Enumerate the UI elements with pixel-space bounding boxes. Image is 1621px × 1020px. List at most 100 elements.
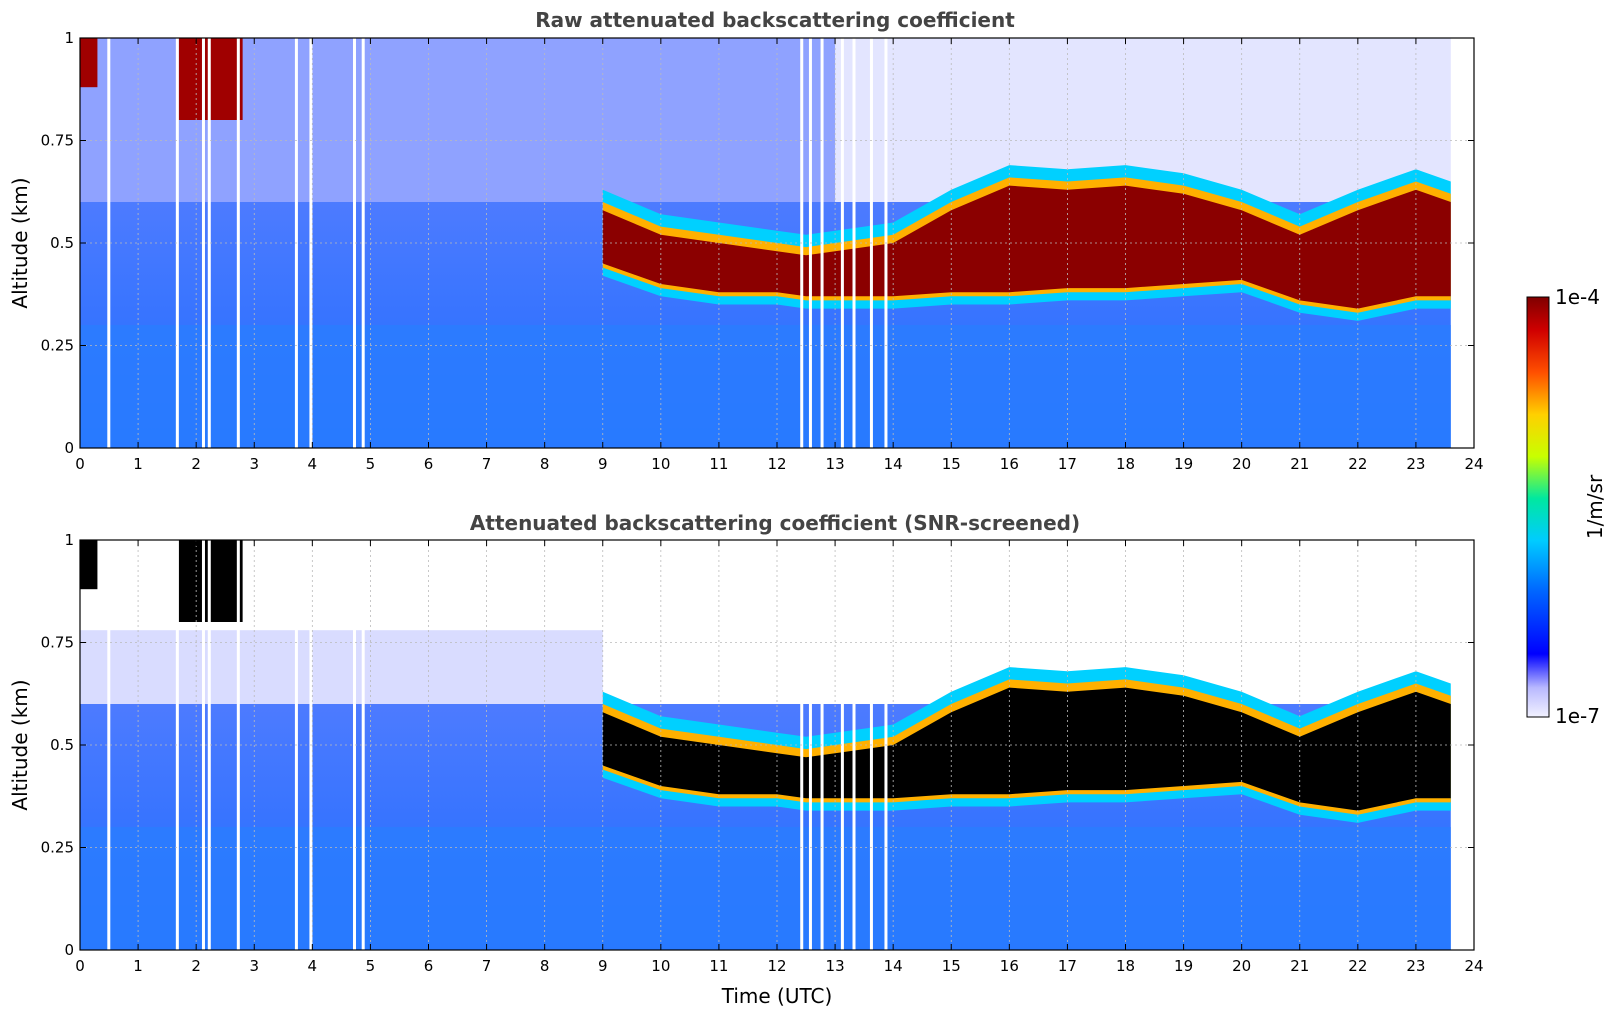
x-tick-label: 12 [767,455,786,473]
x-tick-label: 11 [709,957,728,975]
data-gap-4 [236,38,240,448]
cloud-core [602,185,1451,309]
screened-noise-region [80,630,603,704]
x-tick-label: 15 [942,957,961,975]
x-tick-label: 22 [1348,455,1367,473]
x-tick-label: 20 [1232,455,1251,473]
data-gap-12 [840,38,844,448]
boundary-layer-band [80,325,1451,448]
data-gap-7 [352,38,356,448]
panel-raw-x-ticks: 0 1 2 3 4 5 6 7 8 9 10 11 12 13 14 15 16 17 18 19 20 21 22 23 24 [75,38,1484,473]
x-tick-label: 11 [709,455,728,473]
x-tick-label: 8 [540,957,550,975]
x-tick-label: 16 [1000,455,1019,473]
y-tick-label: 0.75 [41,132,74,150]
data-gap-7 [352,540,356,950]
panel-screened-grid [80,540,1474,950]
x-tick-label: 24 [1464,957,1483,975]
x-tick-label: 5 [366,455,376,473]
upper-cloud-patch-0 [80,540,98,590]
x-tick-label: 18 [1116,455,1135,473]
x-tick-label: 2 [191,455,201,473]
data-gap-8 [361,540,365,950]
x-tick-label: 3 [249,455,259,473]
colorbar-label: 1/m/sr [1583,474,1607,539]
x-tick-label: 23 [1406,455,1425,473]
x-tick-label: 9 [598,455,608,473]
cloud-core [602,687,1451,811]
x-tick-label: 21 [1290,957,1309,975]
x-tick-label: 4 [308,957,318,975]
x-tick-label: 1 [133,455,143,473]
y-tick-label: 0.25 [41,337,74,355]
x-tick-label: 7 [482,455,492,473]
x-tick-label: 13 [826,957,845,975]
x-tick-label: 3 [249,957,259,975]
panel-screened-xlabel: Time (UTC) [721,984,833,1008]
data-gap-2 [201,38,205,448]
data-gap-1 [175,540,179,950]
x-tick-label: 1 [133,957,143,975]
x-tick-label: 5 [366,957,376,975]
x-tick-label: 24 [1464,455,1483,473]
x-tick-label: 21 [1290,455,1309,473]
x-tick-label: 14 [884,957,903,975]
panel-raw-y-ticks: 0 0.25 0.5 0.75 1 [41,29,1474,457]
panel-screened-plot: 0 1 2 3 4 5 6 7 8 9 10 11 12 13 14 15 16 17 18 19 20 21 22 23 24… [41,531,1484,975]
x-tick-label: 12 [767,957,786,975]
x-tick-label: 10 [651,455,670,473]
data-gap-1 [175,38,179,448]
y-tick-label: 0.75 [41,634,74,652]
data-gap-13 [852,38,856,448]
x-tick-label: 13 [826,455,845,473]
panel-screened-x-ticks: 0 1 2 3 4 5 6 7 8 9 10 11 12 13 14 15 16 17 18 19 20 21 22 23 24 [75,540,1484,975]
upper-cloud-patch-0 [80,38,98,88]
x-tick-label: 2 [191,957,201,975]
data-gap-4 [236,540,240,950]
y-tick-label: 1 [64,531,74,549]
x-tick-label: 23 [1406,957,1425,975]
panel-screened-ylabel: Altitude (km) [8,679,32,810]
y-tick-label: 1 [64,29,74,47]
x-tick-label: 22 [1348,957,1367,975]
x-tick-label: 7 [482,957,492,975]
colorbar-min-label: 1e-7 [1555,704,1600,728]
x-tick-label: 19 [1174,957,1193,975]
panel-screened-y-ticks: 0 0.25 0.5 0.75 1 [41,531,1474,959]
x-tick-label: 14 [884,455,903,473]
panel-raw: Raw attenuated backscattering coefficien… [8,8,1484,473]
y-tick-label: 0 [64,439,74,457]
x-tick-label: 10 [651,957,670,975]
panel-raw-grid [80,38,1474,448]
data-gap-8 [361,38,365,448]
panel-raw-heatmap [80,38,1451,448]
panel-raw-plot: 0 1 2 3 4 5 6 7 8 9 10 11 12 13 14 15 16 17 18 19 20 21 22 23 24… [41,29,1484,473]
x-tick-label: 4 [308,455,318,473]
data-gap-13 [852,540,856,950]
y-tick-label: 0.25 [41,839,74,857]
x-tick-label: 0 [75,455,85,473]
x-tick-label: 17 [1058,455,1077,473]
x-tick-label: 9 [598,957,608,975]
boundary-layer-band [80,827,1451,950]
x-tick-label: 17 [1058,957,1077,975]
x-tick-label: 20 [1232,957,1251,975]
y-tick-label: 0.5 [50,234,74,252]
data-gap-3 [207,540,211,950]
data-gap-2 [201,540,205,950]
data-gap-0 [107,540,111,950]
colorbar: 1e-4 1e-7 1/m/sr [1526,285,1607,728]
panel-raw-title: Raw attenuated backscattering coefficien… [535,8,1015,32]
y-tick-label: 0.5 [50,736,74,754]
data-gap-0 [107,38,111,448]
panel-screened-title: Attenuated backscattering coefficient (S… [470,511,1080,535]
panel-screened: Attenuated backscattering coefficient (S… [8,511,1484,1008]
y-tick-label: 0 [64,941,74,959]
x-tick-label: 18 [1116,957,1135,975]
x-tick-label: 8 [540,455,550,473]
x-tick-label: 19 [1174,455,1193,473]
x-tick-label: 16 [1000,957,1019,975]
x-tick-label: 0 [75,957,85,975]
data-gap-11 [820,540,824,950]
